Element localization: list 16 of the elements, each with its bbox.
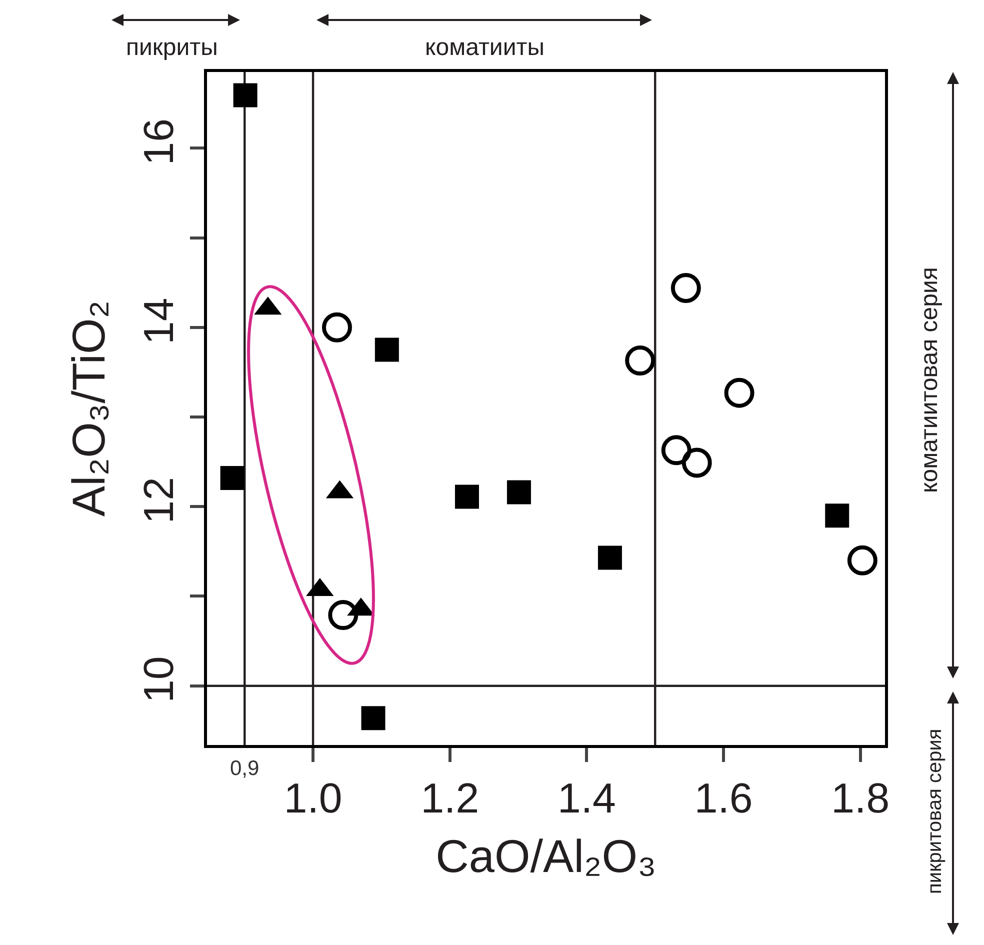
text: пикриты — [126, 34, 218, 61]
x-tick-label: 1.6 — [694, 774, 753, 822]
x-tick-label: 1.8 — [831, 774, 890, 822]
x-tick-label: 1.4 — [558, 774, 616, 822]
x-tick-label: 1.2 — [420, 774, 480, 822]
text: коматиитовая серия — [916, 267, 943, 493]
y-tick-label: 10 — [135, 656, 182, 703]
x-tick-label: 1.0 — [284, 774, 342, 822]
y-axis-title: Al₂O₃/TiO₂ — [62, 300, 115, 517]
y-tick-label: 16 — [135, 118, 182, 166]
text: коматииты — [425, 34, 544, 61]
text: пикритовая серия — [924, 728, 946, 894]
x-axis-title: CaO/Al₂O₃ — [436, 830, 656, 882]
ref-line-label: 0,9 — [230, 757, 260, 780]
y-tick-label: 14 — [135, 298, 182, 344]
y-tick-label: 12 — [135, 476, 182, 524]
